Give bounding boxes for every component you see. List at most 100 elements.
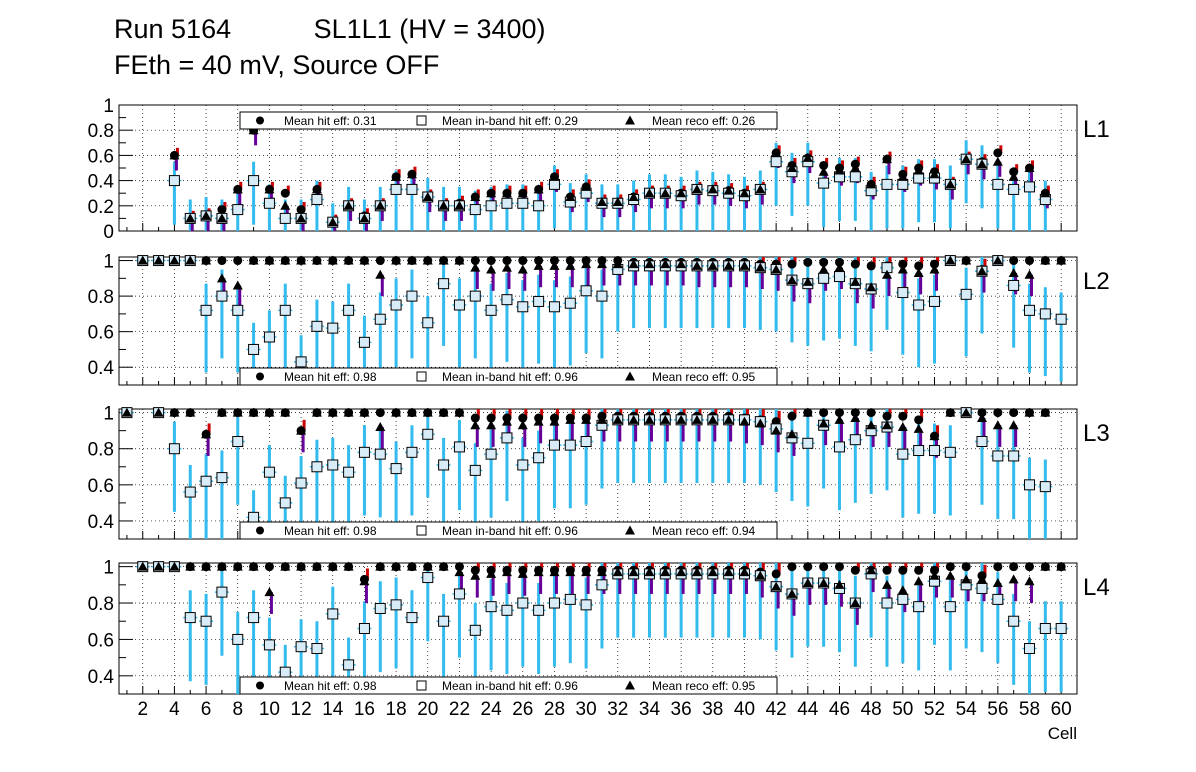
reco-point xyxy=(549,567,560,577)
x-tick-label: 2 xyxy=(137,699,148,720)
reco-point xyxy=(897,264,908,274)
reco-point xyxy=(137,255,148,265)
y-tick-label: 0.8 xyxy=(88,121,114,142)
reco-point xyxy=(771,264,782,274)
reco-point xyxy=(327,217,338,227)
reco-point xyxy=(470,420,481,430)
hit-point xyxy=(803,562,813,572)
inband-point xyxy=(548,439,560,451)
hit-point xyxy=(898,259,908,269)
legend-inband-marker xyxy=(416,371,427,382)
reco-point xyxy=(644,188,655,198)
reco-point xyxy=(454,407,465,417)
inband-point xyxy=(1008,450,1020,462)
reco-point xyxy=(422,191,433,201)
reco-point xyxy=(501,262,512,272)
reco-point xyxy=(232,280,243,290)
y-tick-label: 1 xyxy=(103,404,114,425)
y-tick-label: 0.4 xyxy=(88,358,115,379)
hit-point xyxy=(819,408,829,418)
hit-point xyxy=(549,256,559,266)
inband-point xyxy=(248,343,260,355)
inband-point xyxy=(232,436,244,447)
inband-point xyxy=(485,448,497,460)
inband-point xyxy=(517,301,529,313)
inband-point xyxy=(184,486,196,498)
inband-point xyxy=(849,171,861,183)
hit-point xyxy=(945,562,955,572)
panel-L1: 0 0.2 0.4 0.6 0.8 1 L1 Mean hit eff: 0.31 Mean i… xyxy=(88,96,1110,243)
reco-point xyxy=(391,407,402,417)
hit-point xyxy=(502,256,512,266)
hit-point xyxy=(233,256,243,266)
reco-point xyxy=(248,407,259,417)
x-tick-label: 28 xyxy=(544,699,565,720)
reco-point xyxy=(660,259,671,269)
y-tick-label: 1 xyxy=(103,252,114,273)
reco-point xyxy=(818,264,829,274)
inband-point xyxy=(422,428,434,440)
reco-point xyxy=(660,188,671,198)
reco-point xyxy=(786,163,797,172)
inband-point xyxy=(849,434,861,446)
reco-point xyxy=(359,255,370,265)
reco-point xyxy=(549,260,560,270)
reco-point xyxy=(739,260,750,270)
reco-point xyxy=(153,407,164,417)
reco-point xyxy=(248,255,259,265)
hit-point xyxy=(819,562,829,572)
inband-point xyxy=(200,475,212,487)
reco-point xyxy=(644,414,655,424)
reco-point xyxy=(644,567,655,577)
hit-point xyxy=(929,565,939,575)
y-tick-label: 0.6 xyxy=(88,476,114,497)
inband-point xyxy=(960,288,972,300)
x-tick-label: 44 xyxy=(797,699,819,720)
reco-point xyxy=(296,255,307,265)
reco-point xyxy=(216,273,227,283)
reco-point xyxy=(391,171,402,181)
reco-point xyxy=(311,255,322,265)
reco-point xyxy=(834,262,845,272)
hit-point xyxy=(850,565,860,575)
hit-point xyxy=(914,261,924,271)
x-tick-label: 50 xyxy=(892,699,913,720)
inband-point xyxy=(533,452,545,464)
x-tick-label: 6 xyxy=(201,699,212,720)
inband-point xyxy=(263,331,275,343)
inband-point xyxy=(913,601,925,613)
reco-point xyxy=(343,561,354,571)
inband-point xyxy=(232,204,244,216)
hit-point xyxy=(787,411,797,421)
reco-point xyxy=(185,407,196,417)
reco-point xyxy=(581,567,592,577)
x-tick-label: 48 xyxy=(861,699,882,720)
reco-point xyxy=(470,191,481,201)
reco-point xyxy=(723,185,734,195)
reco-point xyxy=(913,423,924,433)
inband-point xyxy=(1023,304,1035,316)
reco-point xyxy=(739,188,750,198)
x-tick-label: 22 xyxy=(449,699,470,720)
inband-point xyxy=(168,175,180,187)
reco-point xyxy=(961,255,972,265)
inband-point xyxy=(422,572,434,584)
reco-point xyxy=(913,268,924,277)
reco-point xyxy=(517,568,528,578)
hit-point xyxy=(470,413,480,423)
reco-point xyxy=(818,166,829,176)
reco-point xyxy=(517,188,528,198)
inband-point xyxy=(279,497,291,509)
legend-hit-marker xyxy=(256,681,264,690)
reco-point xyxy=(264,407,275,417)
inband-point xyxy=(438,459,450,471)
reco-point xyxy=(454,567,465,577)
legend-inband-label: Mean in-band hit eff: 0.96 xyxy=(442,524,578,538)
reco-point xyxy=(533,567,544,577)
inband-point xyxy=(453,441,465,453)
legend-inband-label: Mean in-band hit eff: 0.96 xyxy=(442,370,578,384)
inband-point xyxy=(406,183,418,195)
reco-point xyxy=(1040,561,1051,571)
plot-title-run: Run 5164 SL1L1 (HV = 3400) xyxy=(114,14,546,45)
inband-point xyxy=(564,593,576,605)
